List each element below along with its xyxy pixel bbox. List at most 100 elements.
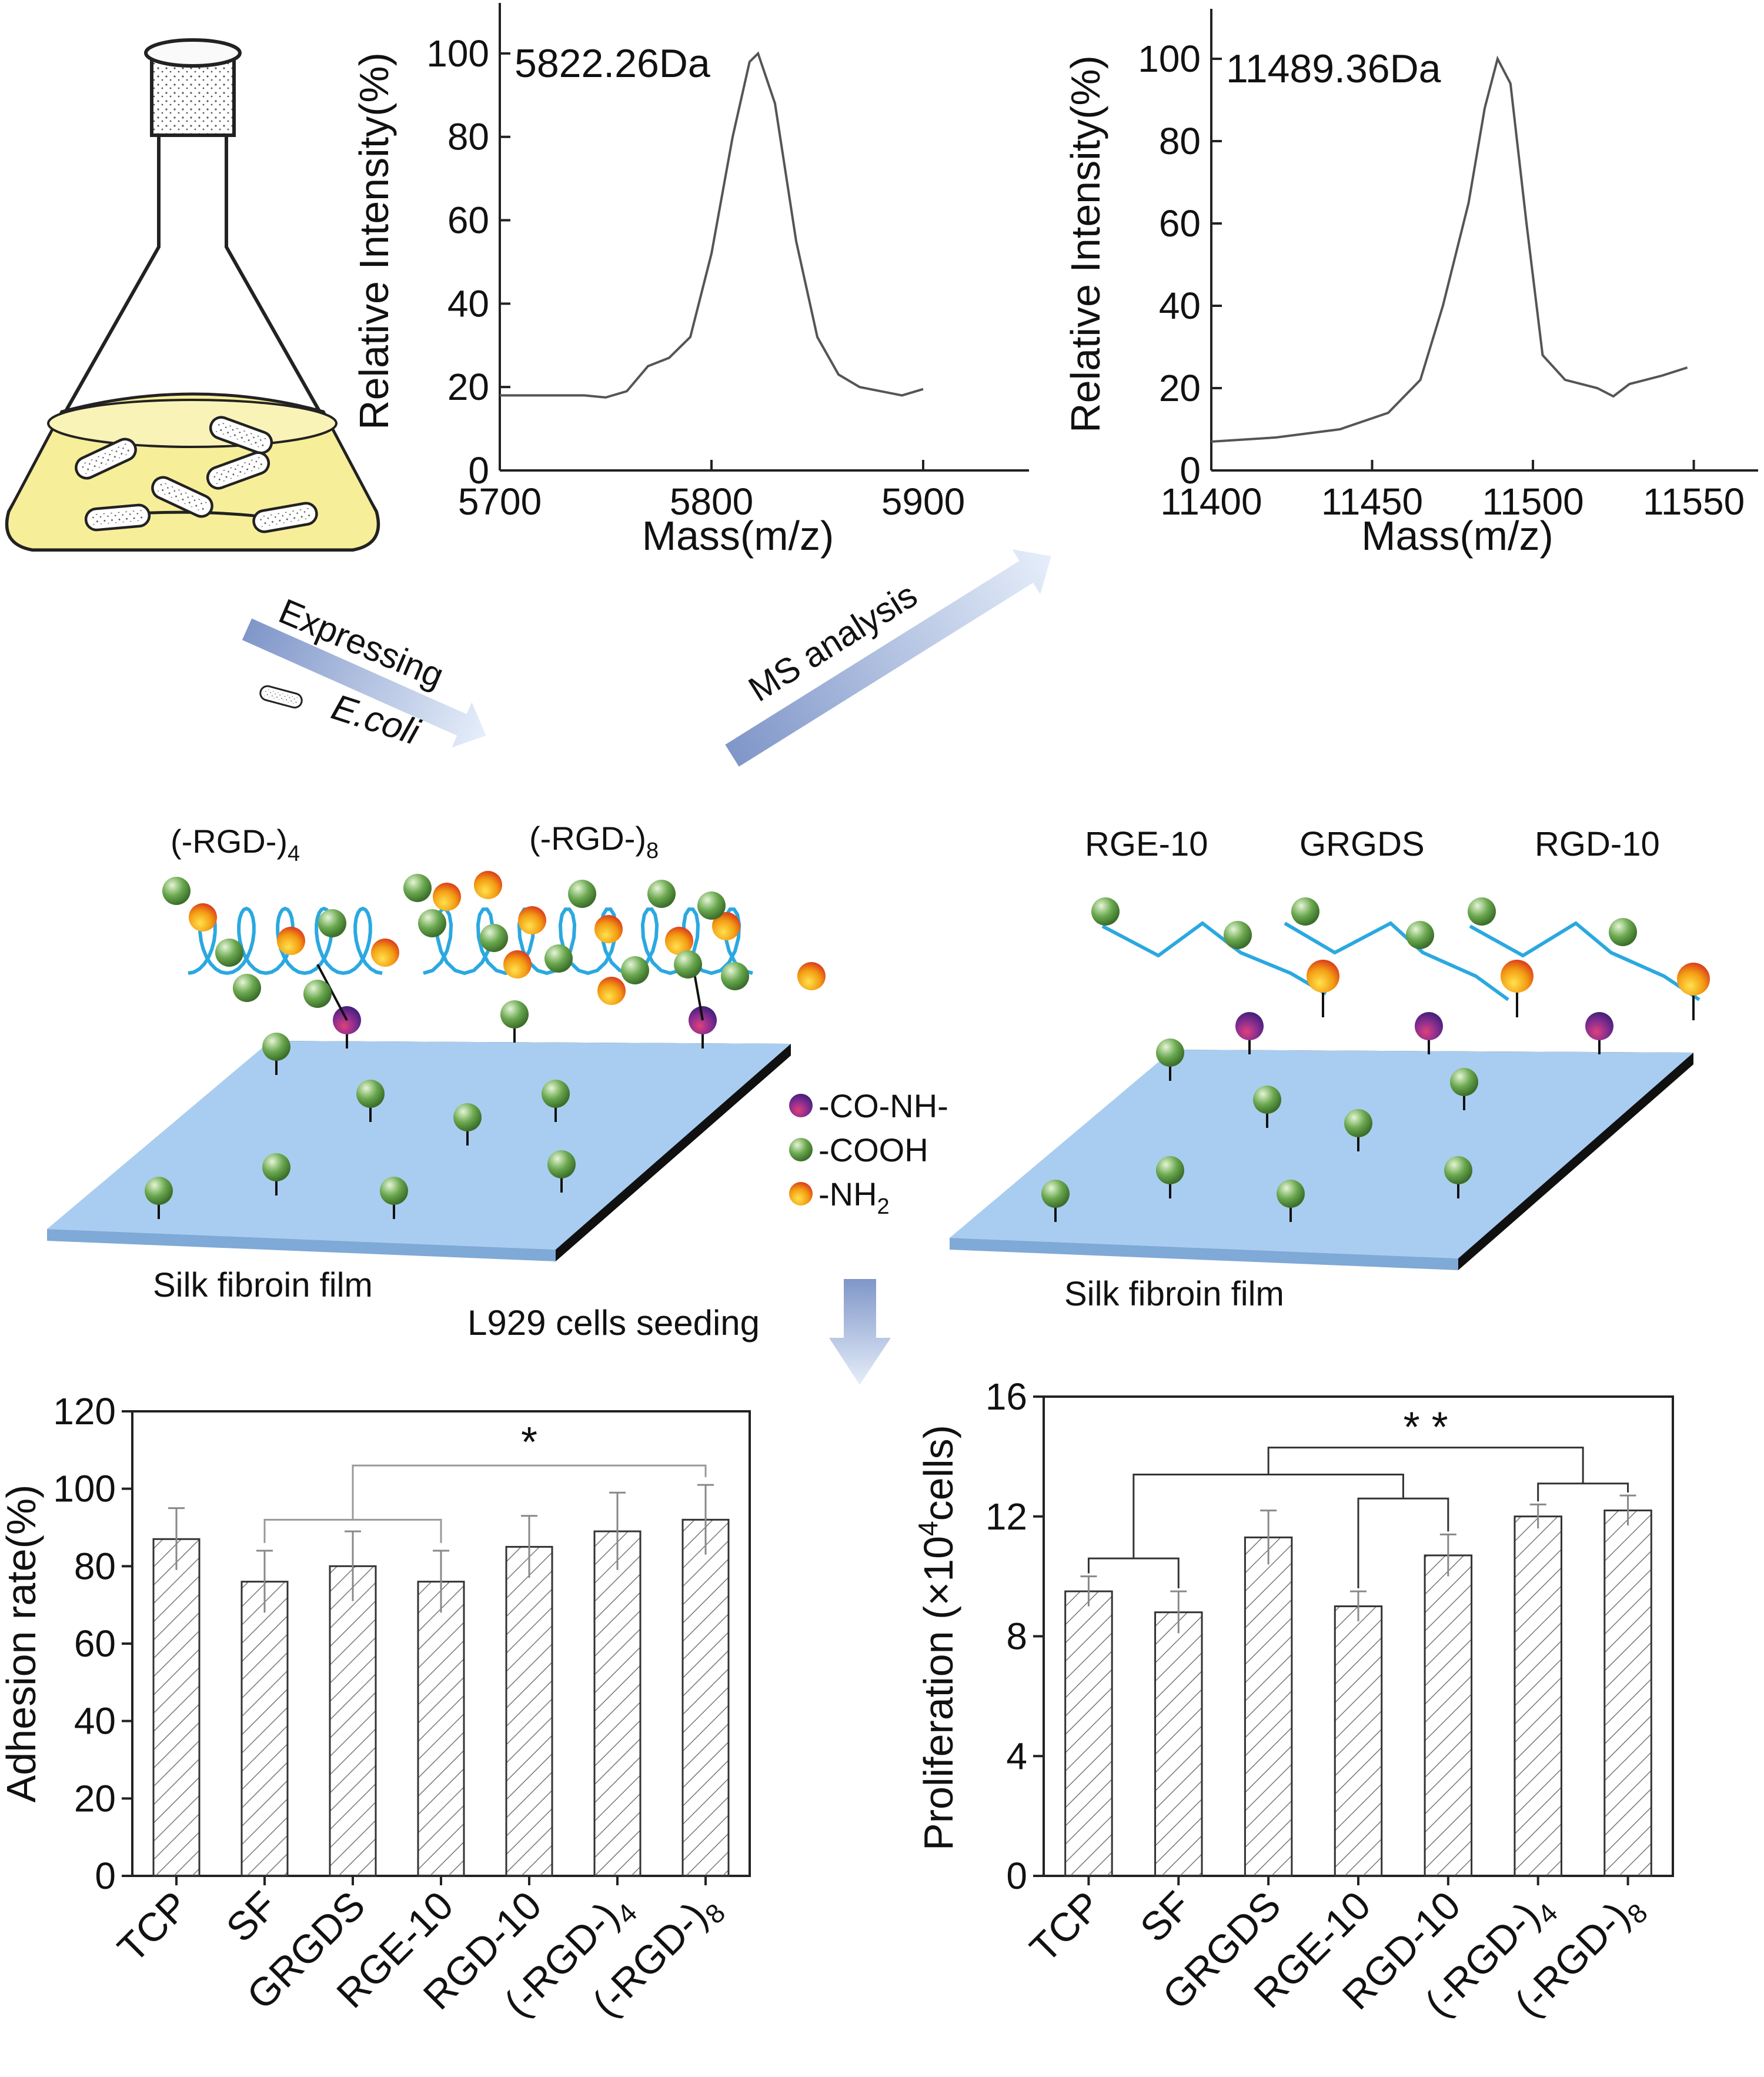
y-axis-title: Proliferation (×104cells) <box>913 1425 961 1851</box>
y-tick-label: 4 <box>1006 1735 1027 1777</box>
x-tick-label-text: TCP <box>109 1883 198 1971</box>
bar <box>1154 1611 1203 1877</box>
amine-sphere <box>503 950 532 979</box>
spectrum-line <box>500 51 924 399</box>
amide-sphere <box>1585 1012 1613 1040</box>
carboxyl-sphere <box>318 909 346 937</box>
carboxyl-sphere <box>303 980 332 1008</box>
significance-marker: * * <box>1404 1404 1448 1451</box>
group-legend: -CO-NH- -COOH -NH2 <box>789 1087 948 1219</box>
x-tick-label-text: SF <box>1132 1883 1200 1951</box>
significance-marker: * <box>521 1419 537 1466</box>
x-tick-label: 11500 <box>1482 480 1583 523</box>
x-tick-label: TCP <box>1021 1883 1110 1971</box>
carboxyl-sphere <box>542 1080 570 1108</box>
carboxyl-sphere <box>1041 1180 1070 1208</box>
y-tick-label: 40 <box>1159 285 1201 327</box>
y-tick-label: 80 <box>1159 120 1201 162</box>
amine-sphere <box>594 915 623 943</box>
legend-carboxyl-marker <box>789 1138 813 1161</box>
carboxyl-sphere <box>1609 918 1637 946</box>
amine-sphere <box>371 939 399 967</box>
y-axis-title: Relative Intensity(%) <box>351 52 397 430</box>
amine-sphere <box>712 912 740 940</box>
peptide-linker <box>316 964 348 1021</box>
legend-amide-marker <box>789 1094 813 1117</box>
x-axis-title: Mass(m/z) <box>642 513 834 559</box>
y-tick-label: 60 <box>447 199 489 242</box>
x-tick-label: SF <box>218 1883 285 1951</box>
carboxyl-sphere <box>453 1103 482 1131</box>
seeding-arrow <box>829 1279 891 1385</box>
bar <box>1603 1510 1652 1877</box>
bar <box>1334 1605 1383 1877</box>
y-tick-label: 40 <box>447 282 489 325</box>
amide-sphere <box>1235 1012 1264 1040</box>
y-tick-label: 0 <box>468 449 489 492</box>
carboxyl-sphere <box>215 939 243 967</box>
bar <box>681 1518 730 1877</box>
expressing-arrow <box>242 618 486 748</box>
carboxyl-sphere <box>544 944 573 973</box>
y-tick-label: 12 <box>985 1495 1027 1538</box>
significance-bracket <box>1087 1557 1180 1588</box>
y-axis-title: Relative Intensity(%) <box>1063 55 1108 433</box>
y-tick-label: 20 <box>1159 367 1201 409</box>
significance-bracket <box>352 1464 707 1520</box>
y-axis-title: Adhesion rate(%) <box>0 1485 44 1803</box>
y-tick-label: 60 <box>1159 202 1201 245</box>
carboxyl-sphere <box>418 909 446 937</box>
right-film-title: Silk fibroin film <box>1064 1275 1284 1313</box>
y-tick-label: 60 <box>74 1622 116 1665</box>
x-tick-label: 11450 <box>1321 480 1423 523</box>
carboxyl-sphere <box>1450 1068 1478 1096</box>
amine-sphere <box>665 927 693 955</box>
carboxyl-sphere <box>262 1153 290 1181</box>
x-tick-label-text: SF <box>218 1883 285 1951</box>
amine-sphere <box>474 871 502 899</box>
right-peptide-rgd10-label: RGD-10 <box>1535 825 1660 863</box>
carboxyl-sphere <box>674 950 702 979</box>
carboxyl-sphere <box>568 880 596 908</box>
x-tick-label: SF <box>1132 1883 1200 1951</box>
carboxyl-sphere <box>356 1080 385 1108</box>
right-peptide-rge10-label: RGE-10 <box>1085 825 1208 863</box>
significance-bracket <box>1132 1473 1404 1559</box>
carboxyl-sphere <box>1444 1156 1472 1184</box>
x-tick-label: 5900 <box>881 480 965 523</box>
y-tick-label: 0 <box>1180 449 1201 492</box>
y-tick-label: 80 <box>447 116 489 158</box>
carboxyl-sphere <box>1291 897 1319 926</box>
y-tick-label: 20 <box>447 366 489 408</box>
left-peptide-a-label: (-RGD-)4 <box>171 823 300 866</box>
ms-spectrum-2: 0 20 40 60 80 100 11400 11450 11500 11550 Mass(m/z… <box>1063 9 1758 559</box>
bar <box>329 1565 377 1877</box>
peptide-helix <box>188 906 383 976</box>
carboxyl-sphere <box>621 956 649 984</box>
carboxyl-sphere <box>1156 1038 1184 1067</box>
peptide-helix <box>423 907 753 976</box>
peak-label: 11489.36Da <box>1226 46 1441 91</box>
bar <box>417 1581 465 1877</box>
x-tick-label-text: TCP <box>1021 1883 1110 1971</box>
legend-carboxyl-label: -COOH <box>818 1131 928 1168</box>
y-tick-label: 20 <box>74 1777 116 1819</box>
amine-sphere <box>797 962 826 990</box>
legend-amine-label: -NH2 <box>818 1176 890 1219</box>
y-tick-label: 0 <box>1006 1855 1027 1897</box>
carboxyl-sphere <box>162 877 191 905</box>
y-tick-label: 100 <box>53 1468 116 1510</box>
culture-flask <box>5 38 380 552</box>
carboxyl-sphere <box>500 1000 529 1029</box>
bar <box>593 1530 642 1877</box>
peptide-linker <box>693 970 704 1021</box>
carboxyl-sphere <box>380 1177 408 1205</box>
bar <box>152 1538 201 1877</box>
x-tick-label: (-RGD-)8 <box>1506 1883 1653 2031</box>
carboxyl-sphere <box>1224 921 1252 949</box>
carboxyl-sphere <box>1468 897 1496 926</box>
significance-bracket <box>1357 1497 1449 1588</box>
